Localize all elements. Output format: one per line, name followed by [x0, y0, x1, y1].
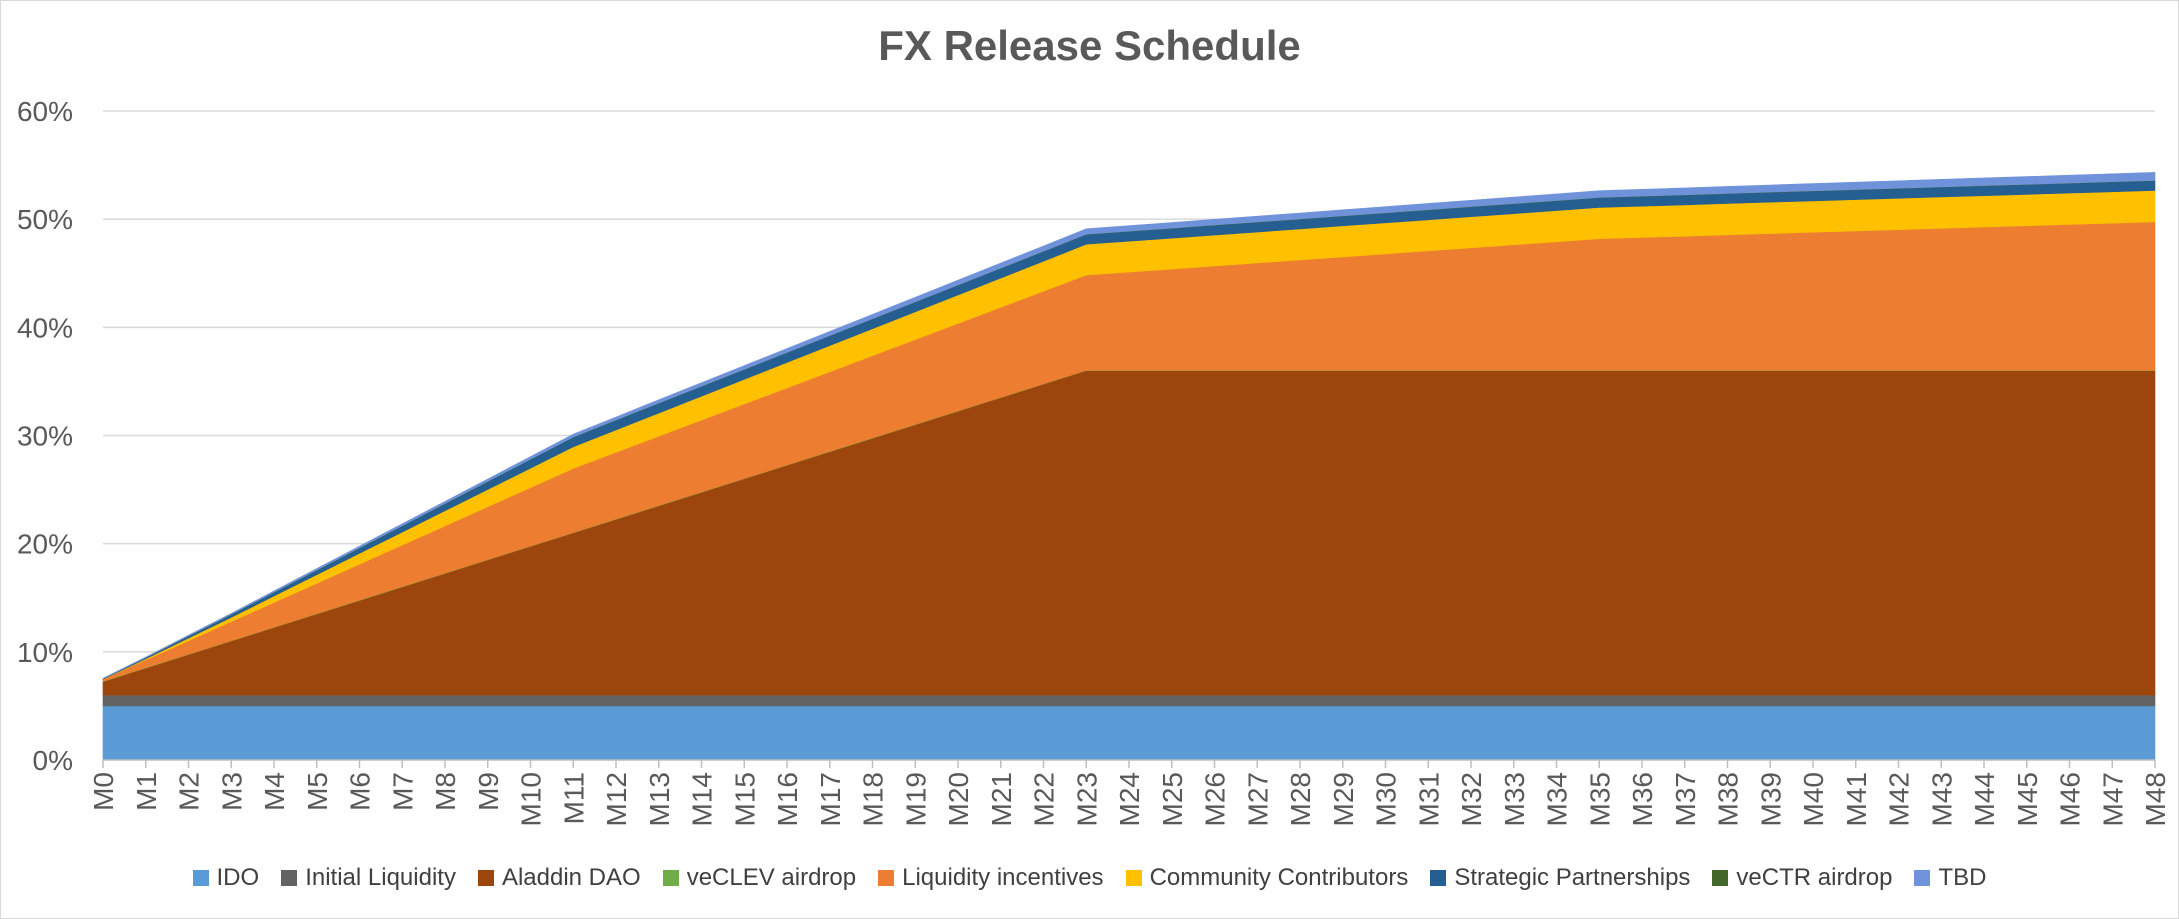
legend-swatch	[281, 870, 298, 886]
x-tick-label: M8	[430, 772, 461, 811]
area-series-initial-liquidity	[102, 694, 2156, 707]
legend-item-liquidity-incentives: Liquidity incentives	[878, 864, 1104, 892]
x-tick-label: M34	[1542, 772, 1573, 826]
legend-swatch	[1125, 870, 1142, 886]
legend-label: veCLEV airdrop	[686, 864, 857, 891]
x-tick-label: M35	[1584, 772, 1615, 826]
x-tick-label: M41	[1841, 772, 1872, 826]
x-tick-label: M17	[815, 772, 846, 826]
legend-label: Initial Liquidity	[305, 864, 456, 891]
y-tick-label: 30%	[17, 421, 73, 452]
legend-item-vectr-airdrop: veCTR airdrop	[1712, 864, 1892, 892]
x-tick-label: M40	[1798, 772, 1829, 826]
x-tick-label: M28	[1285, 772, 1316, 826]
legend-swatch	[1712, 870, 1729, 886]
y-tick-label: 50%	[17, 204, 73, 235]
legend-swatch	[1430, 870, 1447, 886]
y-tick-label: 20%	[17, 529, 73, 560]
x-tick-label: M19	[900, 772, 931, 826]
legend-label: Liquidity incentives	[902, 864, 1104, 891]
x-tick-label: M46	[2055, 772, 2086, 826]
x-tick-label: M27	[1242, 772, 1273, 826]
legend-item-community-contributors: Community Contributors	[1125, 864, 1409, 892]
x-tick-label: M36	[1627, 772, 1658, 826]
x-tick-label: M21	[986, 772, 1017, 826]
area-series-tbd	[102, 172, 2156, 680]
x-tick-label: M24	[1114, 772, 1145, 826]
y-tick-label: 60%	[17, 96, 73, 127]
x-tick-label: M20	[943, 772, 974, 826]
x-tick-label: M25	[1157, 772, 1188, 826]
x-tick-label: M44	[1969, 772, 2000, 826]
legend-label: IDO	[216, 864, 260, 891]
x-tick-label: M10	[516, 772, 547, 826]
x-tick-label: M18	[858, 772, 889, 826]
legend-swatch	[662, 870, 679, 886]
x-tick-label: M38	[1713, 772, 1744, 826]
x-tick-label: M1	[131, 772, 162, 811]
x-tick-label: M26	[1200, 772, 1231, 826]
legend-item-initial-liquidity: Initial Liquidity	[281, 864, 456, 892]
legend-swatch	[878, 870, 895, 886]
x-tick-label: M37	[1670, 772, 1701, 826]
y-tick-label: 0%	[33, 745, 73, 776]
x-tick-label: M12	[601, 772, 632, 826]
x-tick-label: M11	[558, 772, 589, 824]
x-tick-label: M32	[1456, 772, 1487, 826]
x-tick-label: M42	[1884, 772, 1915, 826]
legend-label: Aladdin DAO	[501, 864, 641, 891]
x-tick-label: M30	[1371, 772, 1402, 826]
x-tick-label: M39	[1755, 772, 1786, 826]
legend: IDO Initial Liquidity Aladdin DAO veCLEV ai…	[0, 864, 2179, 892]
x-tick-label: M48	[2140, 772, 2171, 826]
x-tick-label: M15	[729, 772, 760, 826]
legend-item-strategic-partnerships: Strategic Partnerships	[1430, 864, 1690, 892]
x-tick-label: M3	[216, 772, 247, 811]
legend-label: TBD	[1938, 864, 1987, 891]
legend-swatch	[1914, 870, 1931, 886]
x-tick-label: M22	[1029, 772, 1060, 826]
x-tick-label: M31	[1413, 772, 1444, 826]
area-series-ido	[102, 705, 2156, 761]
x-tick-label: M33	[1499, 772, 1530, 826]
x-tick-label: M0	[88, 772, 119, 811]
legend-swatch	[192, 870, 209, 886]
x-tick-label: M14	[687, 772, 718, 826]
x-tick-label: M43	[1926, 772, 1957, 826]
legend-item-ido: IDO	[192, 864, 260, 892]
legend-label: Strategic Partnerships	[1454, 864, 1691, 891]
x-tick-label: M7	[387, 772, 418, 811]
y-tick-label: 10%	[17, 637, 73, 668]
x-tick-label: M45	[2012, 772, 2043, 826]
chart-title: FX Release Schedule	[878, 22, 1301, 69]
x-tick-label: M13	[644, 772, 675, 826]
x-tick-label: M16	[772, 772, 803, 826]
legend-swatch	[477, 870, 494, 886]
x-tick-label: M4	[259, 772, 290, 811]
x-tick-label: M29	[1328, 772, 1359, 826]
legend-label: Community Contributors	[1149, 864, 1409, 891]
x-tick-label: M23	[1071, 772, 1102, 826]
legend-item-aladdin-dao: Aladdin DAO	[477, 864, 641, 892]
legend-label: veCTR airdrop	[1736, 864, 1893, 891]
x-tick-label: M6	[345, 772, 376, 811]
x-tick-label: M47	[2097, 772, 2128, 826]
x-tick-label: M5	[302, 772, 333, 811]
legend-item-veclev-airdrop: veCLEV airdrop	[662, 864, 857, 892]
x-tick-label: M2	[174, 772, 205, 811]
legend-item-tbd: TBD	[1914, 864, 1986, 892]
x-tick-label: M9	[473, 772, 504, 811]
y-tick-label: 40%	[17, 312, 73, 343]
